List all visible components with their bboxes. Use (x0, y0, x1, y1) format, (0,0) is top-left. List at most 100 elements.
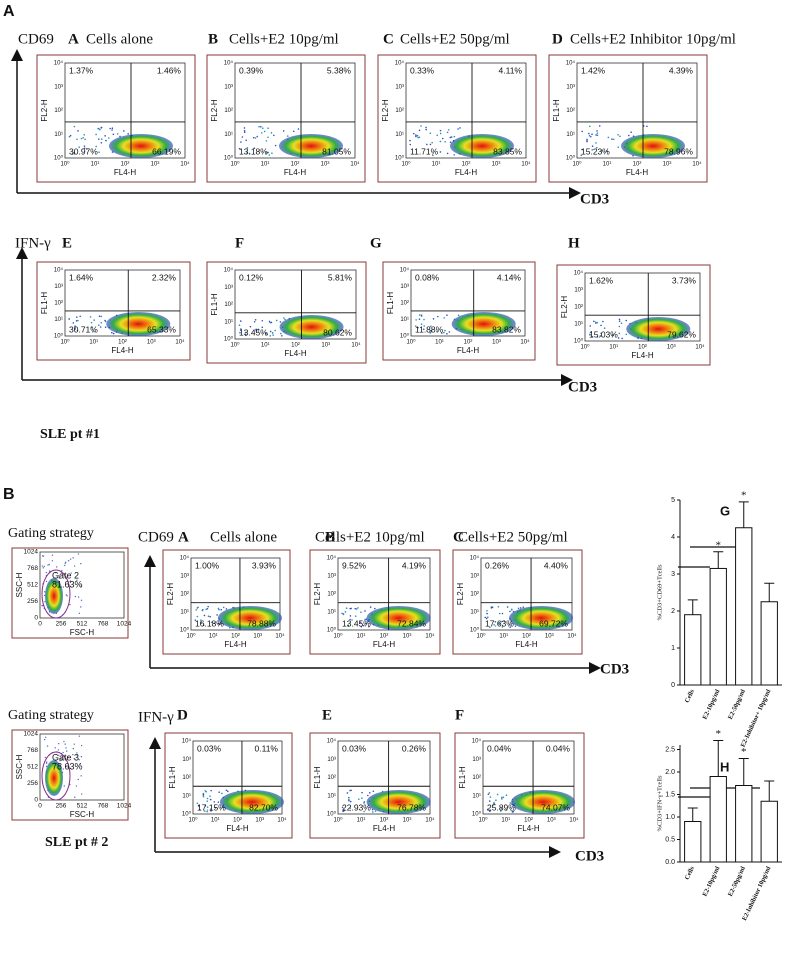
y-tick-label: 2 (671, 608, 675, 615)
event-dot (260, 125, 262, 128)
quadrant-value: 13.18% (239, 146, 268, 156)
event-dot (256, 135, 259, 138)
error-bar (713, 551, 724, 569)
event-dot (48, 563, 50, 566)
event-dot (225, 789, 228, 792)
event-dot (501, 626, 504, 628)
event-dot (498, 623, 501, 626)
event-dot (611, 334, 613, 337)
y-tick-label: 10⁴ (395, 60, 405, 67)
x-tick-label: 10⁴ (175, 339, 185, 346)
event-dot (511, 809, 513, 812)
y-tick-label: 10⁴ (54, 267, 64, 274)
event-dot (97, 127, 99, 130)
event-dot (74, 326, 76, 328)
y-tick-label: 3 (671, 571, 675, 578)
quadrant-value: 0.04% (487, 743, 512, 753)
gate-value: 78.63% (52, 761, 83, 771)
event-dot (43, 591, 46, 593)
plot-box (548, 54, 708, 183)
plot-box (206, 54, 366, 183)
event-dot (79, 763, 82, 765)
event-dot (621, 337, 623, 340)
y-tick-label: 512 (27, 582, 38, 589)
event-dot (65, 594, 67, 596)
event-dot (77, 130, 79, 132)
quadrant-value: 25.89% (487, 802, 516, 812)
event-dot (104, 319, 106, 322)
event-dot (100, 138, 103, 140)
event-dot (348, 799, 350, 802)
y-tick-label: 10² (470, 592, 479, 598)
event-dot (349, 618, 351, 621)
event-dot (238, 147, 241, 150)
event-dot (206, 810, 208, 813)
x-tick-label: 10⁰ (186, 633, 196, 640)
event-dot (73, 565, 76, 567)
event-dot (202, 795, 205, 798)
event-dot (501, 798, 503, 800)
event-dot (509, 626, 512, 628)
event-dot (409, 143, 412, 146)
event-dot (112, 332, 115, 335)
event-dot (423, 318, 425, 321)
x-axis-label: FSC-H (70, 628, 95, 637)
event-dot (459, 127, 461, 129)
plot-frame (480, 557, 573, 631)
event-dot (74, 595, 77, 598)
event-dot (83, 145, 86, 147)
event-dot (72, 322, 75, 324)
event-dot (430, 330, 433, 333)
density-cloud (109, 134, 173, 158)
event-dot (252, 136, 255, 139)
event-dot (283, 317, 285, 319)
event-dot (485, 617, 488, 620)
event-dot (590, 135, 592, 138)
event-dot (499, 810, 502, 812)
panel-title: Cells+E2 10pg/ml (315, 529, 425, 545)
x-tick-label: 512 (77, 803, 88, 810)
density-cloud (45, 578, 63, 614)
event-dot (279, 321, 282, 323)
x-tick-label: 0 (38, 621, 42, 628)
plot-frame (576, 62, 698, 159)
event-dot (620, 322, 623, 324)
event-dot (100, 322, 103, 324)
gating-title: Gating strategy (8, 708, 94, 723)
event-dot (430, 325, 432, 328)
event-dot (246, 147, 249, 149)
event-dot (418, 318, 421, 320)
event-dot (415, 134, 417, 136)
event-dot (453, 154, 456, 156)
y-tick-label: 10¹ (327, 610, 336, 616)
event-dot (274, 144, 277, 147)
y-tick-label: 10¹ (470, 610, 479, 616)
event-dot (207, 615, 210, 618)
event-dot (591, 133, 593, 135)
event-dot (93, 319, 95, 321)
x-tick-label: 10¹ (357, 818, 366, 824)
y-tick-label: 10² (54, 108, 63, 114)
x-tick-label: 10⁰ (476, 633, 486, 640)
plot-frame (234, 62, 356, 159)
y-tick-label: 10² (574, 305, 583, 311)
quadrant-value: 4.40% (544, 560, 569, 570)
gating-frame (39, 551, 125, 619)
event-dot (371, 811, 374, 813)
event-dot (501, 612, 504, 615)
y-tick-label: 10⁴ (182, 738, 192, 745)
y-axis-label: FL1-H (40, 292, 49, 314)
y-tick-label: 768 (27, 747, 38, 754)
x-tick-label: 10³ (321, 162, 330, 168)
density-cloud (45, 760, 63, 796)
event-dot (98, 151, 100, 153)
gating-frame (39, 733, 125, 801)
event-dot (225, 608, 228, 610)
event-dot (368, 625, 370, 628)
event-dot (255, 328, 257, 331)
y-tick-label: 256 (27, 780, 38, 787)
event-dot (488, 800, 491, 802)
quadrant-value: 81.05% (322, 146, 351, 156)
event-dot (457, 128, 459, 130)
